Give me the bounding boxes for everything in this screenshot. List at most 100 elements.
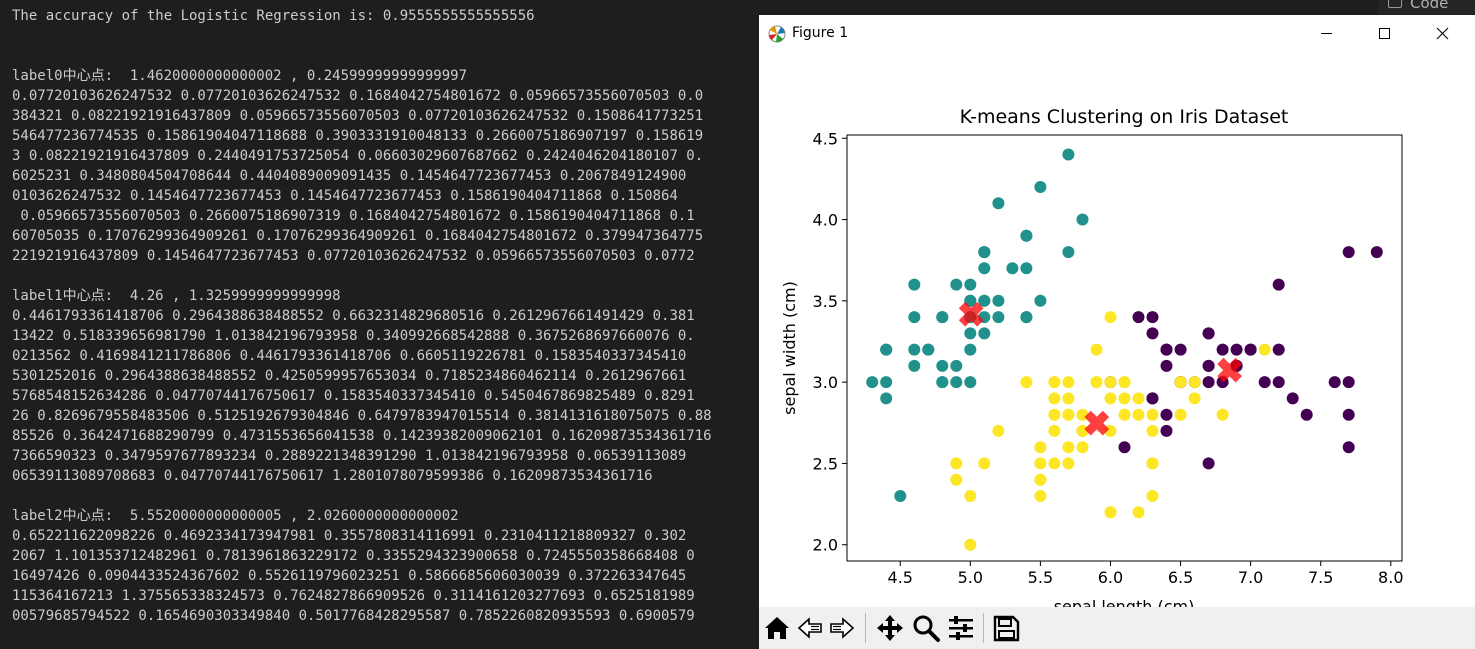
home-button[interactable] bbox=[762, 613, 792, 643]
plot-frame bbox=[846, 134, 1403, 562]
x-tick-label: 6.5 bbox=[1168, 568, 1193, 587]
cluster-0-point bbox=[1160, 424, 1173, 437]
figure-canvas[interactable]: K-means Clustering on Iris Dataset 4.5 5.… bbox=[759, 52, 1475, 616]
cluster-2-point bbox=[1258, 343, 1271, 356]
cluster-2-point bbox=[1174, 376, 1187, 389]
cluster-1-point bbox=[978, 262, 991, 275]
terminal-line: 7366590323 0.3479597677893234 0.28892213… bbox=[12, 448, 687, 464]
terminal-line: 0.07720103626247532 0.07720103626247532 … bbox=[12, 88, 704, 104]
cluster-2-point bbox=[1146, 490, 1159, 502]
cluster-1-point bbox=[964, 327, 977, 340]
terminal-line: 115364167213 1.375565338324573 0.7624827… bbox=[12, 588, 695, 604]
terminal-line: 2067 1.101353712482961 0.781396186322917… bbox=[12, 548, 695, 564]
cluster-2-point bbox=[1062, 392, 1075, 405]
window-title: Figure 1 bbox=[792, 25, 849, 41]
minimize-button[interactable] bbox=[1297, 15, 1355, 52]
zoom-magnifier-icon bbox=[913, 615, 940, 642]
y-tick-label: 2.0 bbox=[813, 536, 838, 555]
cluster-2-point bbox=[950, 457, 963, 470]
maximize-icon bbox=[1379, 28, 1390, 39]
terminal-line: 546477236774535 0.15861904047118688 0.39… bbox=[12, 128, 704, 144]
cluster-1-point bbox=[936, 359, 949, 372]
cluster-2-point bbox=[1020, 376, 1033, 389]
cluster-0-point bbox=[1370, 246, 1383, 259]
cluster-1-point bbox=[1062, 148, 1075, 161]
cluster-2-point bbox=[1048, 392, 1061, 405]
terminal-line: 6025231 0.3480804504708644 0.44040890090… bbox=[12, 168, 687, 184]
x-tick-label: 7.0 bbox=[1238, 568, 1263, 587]
cluster-1-point bbox=[908, 278, 921, 291]
cluster-1-point bbox=[978, 246, 991, 259]
cluster-0-point bbox=[1328, 376, 1341, 389]
cluster-2-point bbox=[1034, 441, 1047, 454]
cluster-2-point bbox=[964, 490, 977, 502]
x-tick-label: 8.0 bbox=[1378, 568, 1403, 587]
x-tick-label: 4.5 bbox=[888, 568, 913, 587]
cluster-2-point bbox=[978, 457, 991, 470]
close-button[interactable] bbox=[1413, 15, 1471, 52]
terminal-line: 26 0.8269679558483506 0.5125192679304846… bbox=[12, 408, 712, 424]
cluster-0-point bbox=[1202, 376, 1215, 389]
forward-button[interactable] bbox=[827, 613, 857, 643]
cluster-0-point bbox=[1342, 408, 1355, 421]
terminal-line: 384321 0.08221921916437809 0.05966573556… bbox=[12, 108, 704, 124]
terminal-line: 221921916437809 0.1454647723677453 0.077… bbox=[12, 248, 695, 264]
cluster-2-point bbox=[1062, 457, 1075, 470]
cluster-0-point bbox=[1146, 311, 1159, 324]
cluster-0-point bbox=[1160, 408, 1173, 421]
cluster-0-point bbox=[1258, 376, 1271, 389]
figure-window: Figure 1 K-means Clustering on Iris Data… bbox=[759, 15, 1475, 649]
cluster-2-point bbox=[1104, 392, 1117, 405]
terminal-line: 3 0.08221921916437809 0.2440491753725054… bbox=[12, 148, 704, 164]
cluster-1-point bbox=[1062, 246, 1075, 259]
cluster-2-point bbox=[1048, 376, 1061, 389]
configure-subplots-button[interactable] bbox=[946, 613, 976, 643]
cluster-2-point bbox=[1132, 408, 1145, 421]
cluster-2-point bbox=[950, 473, 963, 486]
terminal-line: 00579685794522 0.1654690303349840 0.5017… bbox=[12, 608, 695, 624]
y-tick-label: 3.5 bbox=[813, 292, 838, 311]
cluster-1-point bbox=[992, 311, 1005, 324]
code-icon bbox=[1388, 0, 1402, 8]
terminal-line: 60705035 0.17076299364909261 0.170762993… bbox=[12, 228, 704, 244]
cluster-1-point bbox=[992, 197, 1005, 210]
close-icon bbox=[1436, 27, 1449, 40]
x-axis-label: sepal length (cm) bbox=[1054, 597, 1195, 607]
home-icon bbox=[765, 617, 789, 639]
cluster-2-point bbox=[1188, 392, 1201, 405]
cluster-0-point bbox=[1216, 343, 1229, 356]
back-button[interactable] bbox=[795, 613, 825, 643]
pan-button[interactable] bbox=[875, 613, 905, 643]
zoom-button[interactable] bbox=[911, 613, 941, 643]
save-button[interactable] bbox=[991, 613, 1021, 643]
terminal-line: 16497426 0.0904433524367602 0.5526119796… bbox=[12, 568, 687, 584]
x-tick-label: 6.0 bbox=[1098, 568, 1123, 587]
cluster-0-point bbox=[1146, 392, 1159, 405]
cluster-2-point bbox=[1118, 408, 1131, 421]
centroid-marker bbox=[1217, 357, 1242, 383]
cluster-0-point bbox=[1272, 376, 1285, 389]
maximize-button[interactable] bbox=[1355, 15, 1413, 52]
cluster-2-point bbox=[1146, 424, 1159, 437]
cluster-1-point bbox=[908, 343, 921, 356]
cluster-1-point bbox=[950, 359, 963, 372]
cluster-1-point bbox=[880, 376, 893, 389]
cluster-2-point bbox=[1048, 457, 1061, 470]
terminal-line: The accuracy of the Logistic Regression … bbox=[12, 8, 535, 24]
cluster-0-point bbox=[1202, 359, 1215, 372]
cluster-2-point bbox=[1034, 457, 1047, 470]
terminal-line: 13422 0.518339656981790 1.01384219679395… bbox=[12, 328, 695, 344]
cluster-2-point bbox=[1174, 408, 1187, 421]
cluster-0-point bbox=[1244, 343, 1257, 356]
centroid-marker bbox=[958, 301, 984, 327]
window-titlebar[interactable]: Figure 1 bbox=[759, 15, 1475, 52]
cluster-2-point bbox=[1118, 392, 1131, 405]
cluster-2-point bbox=[1146, 457, 1159, 470]
cluster-0-point bbox=[1146, 327, 1159, 340]
terminal-line: 5768548152634286 0.04770744176750617 0.1… bbox=[12, 388, 695, 404]
cluster-2-point bbox=[1034, 490, 1047, 502]
cluster-0-point bbox=[1132, 311, 1145, 324]
cluster-1-point bbox=[1020, 311, 1033, 324]
code-tab[interactable]: Code bbox=[1378, 0, 1475, 14]
cluster-2-point bbox=[1188, 376, 1201, 389]
